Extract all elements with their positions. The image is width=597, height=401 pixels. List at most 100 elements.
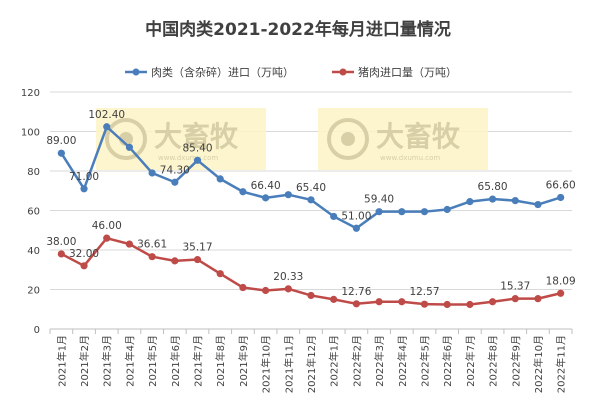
series-1-point xyxy=(420,300,429,308)
series-1-point xyxy=(352,300,360,308)
y-tick-label: 0 xyxy=(34,325,40,336)
series-1-point xyxy=(171,257,179,265)
series-group xyxy=(57,123,565,309)
series-1-point xyxy=(262,286,270,295)
series-0-point xyxy=(216,175,224,183)
x-tick-label: 2022年3月 xyxy=(373,335,386,387)
data-label: 65.80 xyxy=(478,181,508,193)
data-label: 12.76 xyxy=(341,286,371,298)
series-1-point xyxy=(284,285,292,293)
series-0-point xyxy=(375,208,383,216)
data-label: 38.00 xyxy=(46,236,76,248)
data-label: 66.40 xyxy=(251,180,281,192)
series-0-point xyxy=(511,197,519,205)
x-tick-label: 2021年1月 xyxy=(55,335,68,387)
y-tick-label: 60 xyxy=(27,207,40,218)
data-label: 36.61 xyxy=(137,239,167,251)
x-tick-label: 2021年3月 xyxy=(101,335,114,387)
x-tick-label: 2021年10月 xyxy=(260,335,273,393)
x-tick-label: 2021年11月 xyxy=(282,335,295,393)
series-0-point xyxy=(239,188,247,196)
watermark-url: www.dxumu.com xyxy=(158,154,218,162)
x-tick-label: 2021年7月 xyxy=(192,335,205,387)
y-axis-ticks: 0 20 40 60 80 100 120 xyxy=(21,88,40,336)
y-tick-label: 100 xyxy=(21,128,40,139)
series-0-point xyxy=(307,196,315,204)
y-tick-label: 120 xyxy=(21,88,40,99)
y-tick-label: 20 xyxy=(27,286,40,297)
x-tick-label: 2022年6月 xyxy=(441,335,454,387)
series-1-point xyxy=(216,270,224,278)
series-0-point xyxy=(57,149,65,157)
series-1-point xyxy=(193,255,202,264)
series-0-point xyxy=(125,143,134,151)
legend-item-pork: 猪肉进口量（万吨） xyxy=(332,66,457,79)
series-0-point xyxy=(262,194,270,202)
series-1-point xyxy=(534,295,542,303)
series-0-point xyxy=(103,123,111,131)
watermark-brand: 大畜牧 xyxy=(154,120,239,153)
series-1-point xyxy=(511,295,519,303)
series-0-point xyxy=(466,198,474,206)
data-label: 74.30 xyxy=(160,164,190,176)
data-label: 18.09 xyxy=(546,275,576,287)
watermark-brand: 大畜牧 xyxy=(376,120,461,153)
data-label: 15.37 xyxy=(500,281,530,293)
x-tick-label: 2021年8月 xyxy=(214,335,227,387)
legend-marker-meat xyxy=(132,68,140,76)
x-tick-label: 2022年5月 xyxy=(418,335,431,387)
series-0-point xyxy=(148,169,156,177)
series-1-point xyxy=(148,253,156,261)
series-0-point xyxy=(193,156,202,164)
series-1-point xyxy=(103,234,111,242)
series-1-point xyxy=(557,289,565,297)
data-labels: 89.00 71.00 102.40 74.30 85.40 66.40 65.40 51.0… xyxy=(46,109,575,298)
series-0-point xyxy=(284,191,292,199)
data-label: 102.40 xyxy=(88,109,125,121)
data-label: 12.57 xyxy=(409,286,439,298)
watermark-logo-dot xyxy=(341,132,355,146)
x-axis: 2021年1月 2021年2月 2021年3月 2021年4月 2021年5月 2021年… xyxy=(49,328,573,393)
legend-marker-pork xyxy=(339,68,347,76)
data-label: 59.40 xyxy=(364,194,394,206)
x-tick-label: 2022年4月 xyxy=(396,335,409,387)
series-0-point xyxy=(443,205,451,214)
data-label: 51.00 xyxy=(341,210,371,222)
series-1-point xyxy=(57,250,65,258)
legend-item-meat: 肉类（含杂碎）进口（万吨） xyxy=(125,65,294,79)
y-tick-label: 80 xyxy=(27,167,40,178)
x-tick-label: 2021年12月 xyxy=(305,335,318,393)
series-1-point xyxy=(443,300,451,309)
watermark-url: www.dxumu.com xyxy=(380,154,440,162)
series-0-point xyxy=(420,208,429,216)
legend: 肉类（含杂碎）进口（万吨） 猪肉进口量（万吨） xyxy=(125,65,457,79)
series-1-point xyxy=(488,298,497,306)
series-0-point xyxy=(80,185,88,193)
series-1-point xyxy=(125,240,134,248)
x-tick-label: 2022年2月 xyxy=(350,335,363,387)
x-tick-label: 2021年5月 xyxy=(146,335,159,387)
data-label: 71.00 xyxy=(69,171,99,183)
data-label: 89.00 xyxy=(46,135,76,147)
series-0-point xyxy=(352,224,360,232)
series-0-point xyxy=(398,208,406,216)
y-tick-label: 40 xyxy=(27,246,40,257)
series-0-point xyxy=(557,193,565,202)
series-1-point xyxy=(398,298,406,306)
watermark-logo-icon xyxy=(327,118,369,160)
series-1-point xyxy=(466,300,474,309)
x-tick-label: 2022年9月 xyxy=(509,335,522,387)
x-tick-label: 2022年10月 xyxy=(532,335,545,393)
data-label: 32.00 xyxy=(69,248,99,260)
series-0-point xyxy=(330,212,338,221)
series-0-point xyxy=(534,200,542,209)
data-label: 46.00 xyxy=(92,220,122,232)
series-0-point xyxy=(488,195,497,203)
data-label: 65.40 xyxy=(296,182,326,194)
x-tick-label: 2021年2月 xyxy=(78,335,91,387)
data-label: 20.33 xyxy=(273,271,303,283)
